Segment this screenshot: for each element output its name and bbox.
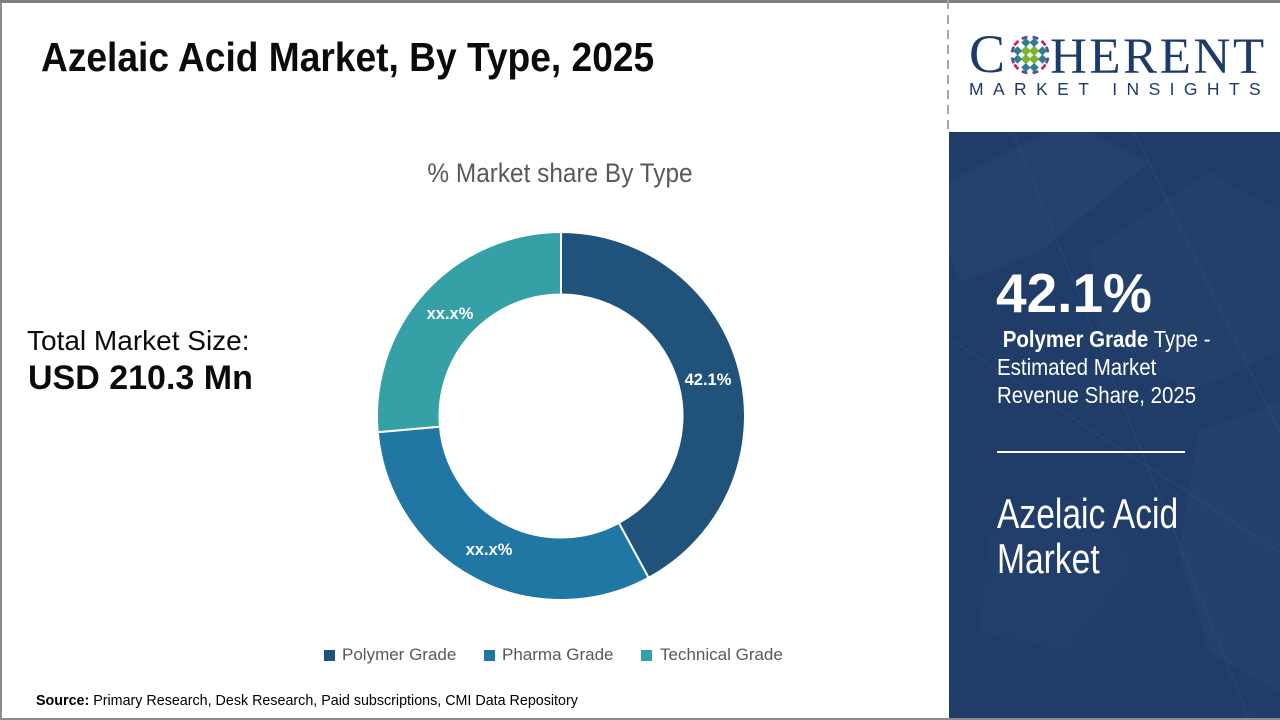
svg-text:42.1%: 42.1% [685, 371, 732, 389]
svg-text:xx.x%: xx.x% [427, 305, 474, 323]
svg-text:xx.x%: xx.x% [466, 541, 513, 559]
